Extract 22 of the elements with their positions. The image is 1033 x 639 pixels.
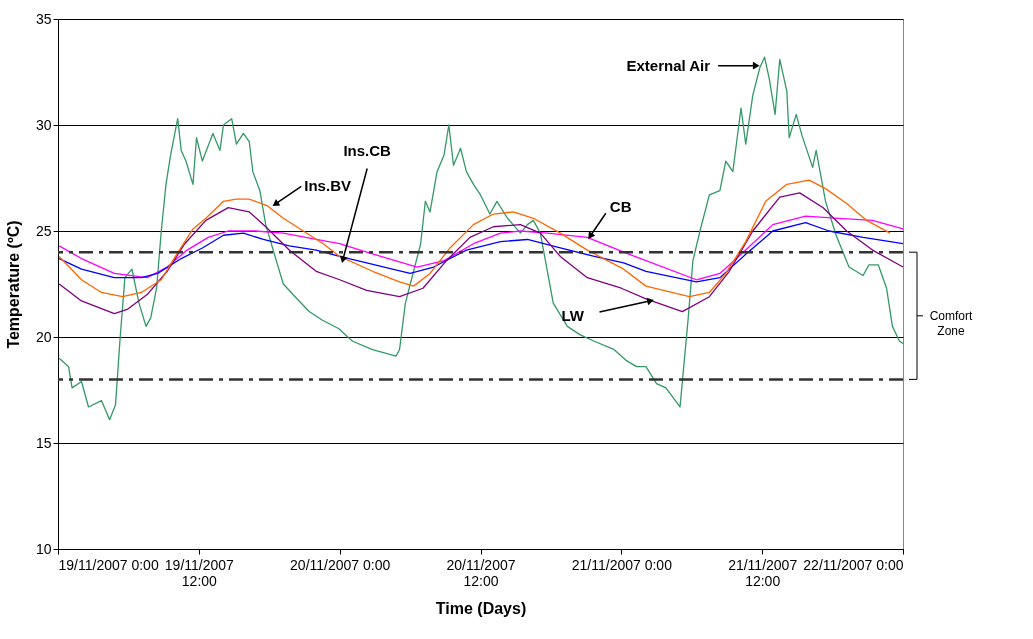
x-tick-label: 20/11/2007 12:00 [446,556,516,589]
y-axis-title: Temperature (ºC) [4,220,22,349]
annotation: Ins.CB [343,141,392,159]
annotation: Ins.BV [304,177,351,195]
x-tick-label: 21/11/2007 12:00 [728,556,798,589]
annotation: CB [609,198,632,216]
x-tick-label: 21/11/2007 0:00 [571,556,673,573]
y-tick-label: 35 [35,10,52,27]
y-tick-label: 20 [35,328,52,345]
x-tick-label: 19/11/2007 12:00 [164,556,235,589]
x-tick-label: 22/11/2007 0:00 [803,556,904,573]
y-tick-label: 15 [35,434,52,451]
annotation: LW [561,306,585,324]
line-series [58,179,891,298]
text: Comfort Zone [929,308,973,338]
y-tick-label: 10 [35,540,52,557]
x-tick-label: 20/11/2007 0:00 [290,556,391,573]
x-axis-title: Time (Days) [435,599,527,617]
y-tick-label: 30 [35,116,52,133]
x-tick-label: 19/11/2007 0:00 [58,556,159,573]
annotation: External Air [626,56,711,74]
y-tick-label: 25 [35,222,52,239]
